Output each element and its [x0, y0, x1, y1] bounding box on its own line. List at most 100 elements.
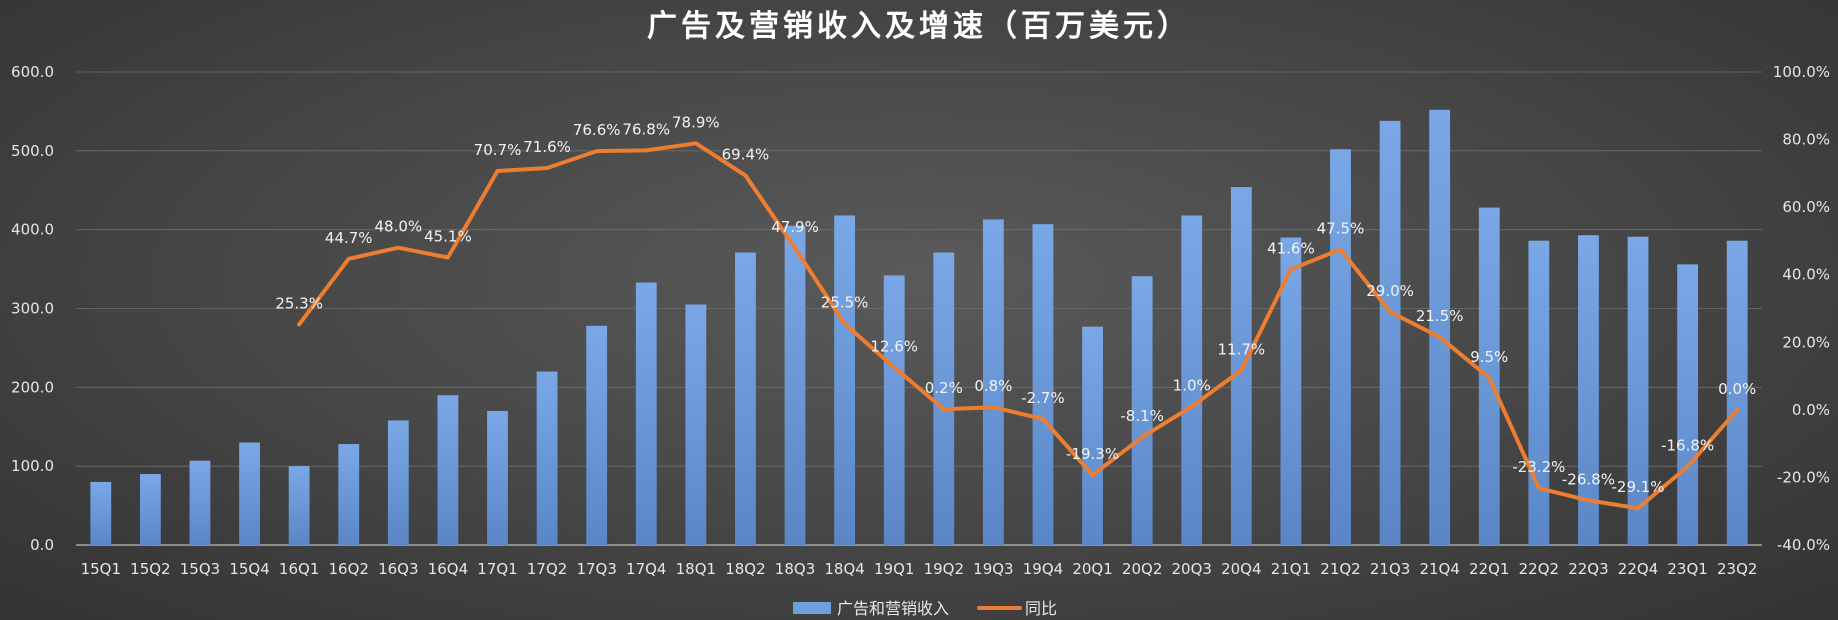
gridlines	[76, 71, 1762, 546]
x-tick-label: 19Q2	[924, 560, 964, 578]
line-data-label: 25.3%	[275, 294, 323, 312]
line-data-label: 69.4%	[722, 145, 770, 163]
bar	[982, 219, 1004, 545]
x-tick-label: 17Q4	[626, 560, 666, 578]
x-tick-label: 18Q4	[824, 560, 864, 578]
bar-series	[90, 109, 1748, 546]
x-tick-label: 15Q4	[229, 560, 269, 578]
x-tick-label: 16Q3	[378, 560, 418, 578]
line-data-label: 25.5%	[821, 294, 869, 312]
x-tick-label: 23Q1	[1667, 560, 1707, 578]
x-tick-label: 22Q2	[1519, 560, 1559, 578]
x-tick-label: 17Q2	[527, 560, 567, 578]
bar	[239, 442, 260, 545]
line-data-label: 76.8%	[622, 120, 670, 138]
legend-bar-swatch	[793, 602, 831, 614]
chart-title: 广告及营销收入及增速（百万美元）	[647, 9, 1191, 44]
line-data-label: 11.7%	[1217, 340, 1265, 358]
bar	[536, 371, 558, 545]
x-tick-label: 21Q2	[1320, 560, 1360, 578]
y-right-tick-label: 100.0%	[1773, 63, 1830, 81]
x-tick-label: 20Q4	[1221, 560, 1261, 578]
bar	[1280, 237, 1302, 546]
bar	[1677, 264, 1699, 545]
line-data-label: -23.2%	[1512, 458, 1565, 476]
y-left-tick-label: 600.0	[11, 63, 54, 81]
bar	[1330, 149, 1351, 546]
x-tick-label: 18Q3	[775, 560, 815, 578]
line-data-label: 70.7%	[474, 141, 522, 159]
x-tick-label: 21Q4	[1419, 560, 1459, 578]
y-right-tick-label: -40.0%	[1777, 536, 1830, 554]
bar	[1429, 109, 1451, 545]
x-tick-label: 21Q1	[1271, 560, 1311, 578]
line-data-label: 47.5%	[1317, 219, 1365, 237]
bar	[784, 225, 806, 545]
bar	[883, 275, 905, 545]
y-left-tick-label: 400.0	[11, 221, 54, 239]
x-tick-label: 20Q3	[1172, 560, 1212, 578]
x-tick-label: 15Q1	[81, 560, 121, 578]
line-data-label: -19.3%	[1066, 445, 1119, 463]
line-data-label: 21.5%	[1416, 307, 1464, 325]
x-tick-label: 19Q3	[973, 560, 1013, 578]
line-data-label: 78.9%	[672, 113, 720, 131]
line-series	[297, 141, 1740, 511]
x-tick-label: 19Q1	[874, 560, 914, 578]
bar	[90, 481, 112, 545]
y-right-tick-label: -20.0%	[1777, 468, 1830, 486]
x-tick-label: 19Q4	[1023, 560, 1063, 578]
y-right-tick-label: 20.0%	[1782, 333, 1830, 351]
x-tick-label: 16Q2	[329, 560, 369, 578]
line-data-label: 47.9%	[771, 218, 819, 236]
line-data-label: -29.1%	[1611, 478, 1664, 496]
data-labels: 25.3% 44.7%48.0%45.1% 70.7% 71.6%76.6% 76.8%…	[275, 113, 1756, 496]
bar	[437, 395, 459, 545]
bar	[1131, 276, 1153, 545]
line-data-label: 48.0%	[374, 218, 422, 236]
line-data-label: 1.0%	[1173, 376, 1211, 394]
y-left-tick-label: 200.0	[11, 378, 54, 396]
bar	[685, 304, 707, 545]
line-data-label: 41.6%	[1267, 239, 1315, 257]
bar	[1627, 236, 1649, 546]
bar	[1726, 240, 1748, 545]
bar	[933, 252, 955, 546]
line-data-label: -26.8%	[1562, 470, 1615, 488]
bar	[1578, 235, 1599, 545]
line-data-label: 29.0%	[1366, 282, 1414, 300]
x-tick-label: 22Q4	[1618, 560, 1658, 578]
legend-line-label: 同比	[1025, 599, 1057, 618]
yoy-line	[297, 141, 1740, 511]
bar	[387, 420, 409, 545]
line-data-label: -8.1%	[1120, 407, 1164, 425]
legend-bar-label: 广告和营销收入	[837, 599, 949, 618]
y-left-tick-label: 100.0	[11, 457, 54, 475]
x-tick-label: 15Q3	[180, 560, 220, 578]
x-tick-label: 20Q1	[1072, 560, 1112, 578]
bar	[635, 282, 657, 545]
x-tick-label: 16Q1	[279, 560, 319, 578]
y-right-tick-label: 80.0%	[1782, 131, 1830, 149]
line-data-label: 9.5%	[1470, 348, 1508, 366]
x-tick-label: 18Q1	[676, 560, 716, 578]
line-data-label: -16.8%	[1661, 437, 1714, 455]
x-tick-label: 21Q3	[1370, 560, 1410, 578]
y-left-tick-label: 500.0	[11, 142, 54, 160]
bar	[487, 410, 508, 545]
line-data-label: 71.6%	[523, 138, 571, 156]
bar	[189, 460, 211, 545]
line-data-label: 0.8%	[974, 377, 1012, 395]
bar	[1528, 240, 1550, 545]
bar	[288, 466, 310, 545]
legend: 广告和营销收入 同比	[793, 599, 1057, 618]
x-tick-label: 17Q3	[576, 560, 616, 578]
x-tick-label: 23Q2	[1717, 560, 1757, 578]
y-left-tick-label: 0.0	[30, 536, 54, 554]
line-data-label: -2.7%	[1021, 389, 1065, 407]
y-right-tick-label: 60.0%	[1782, 198, 1830, 216]
line-data-label: 44.7%	[325, 229, 373, 247]
x-tick-label: 17Q1	[477, 560, 517, 578]
x-tick-label: 22Q3	[1568, 560, 1608, 578]
